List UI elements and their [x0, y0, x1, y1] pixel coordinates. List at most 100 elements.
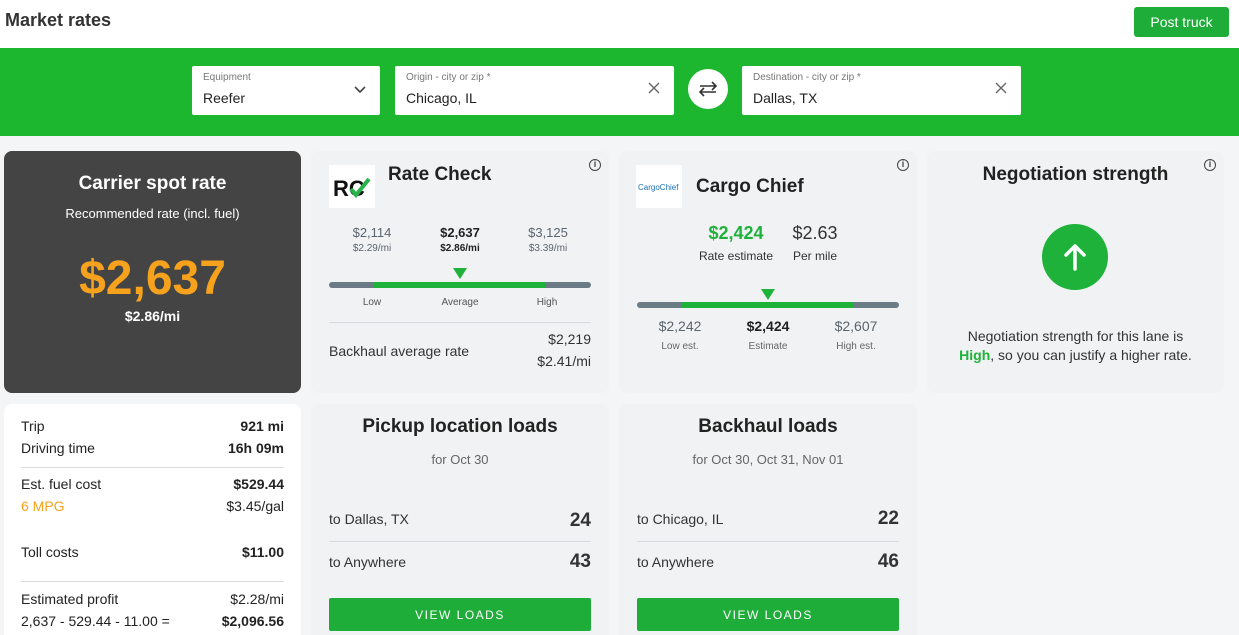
profit-value: $2,096.56	[221, 613, 284, 629]
origin-label: Origin - city or zip *	[406, 72, 491, 83]
cc-per-mile-label: Per mile	[792, 249, 837, 263]
divider	[637, 541, 899, 542]
rate-check-title: Rate Check	[388, 164, 492, 185]
pickup-loads-title: Pickup location loads	[362, 416, 558, 437]
destination-label: Destination - city or zip *	[753, 72, 861, 83]
fuel-cost-value: $529.44	[233, 476, 284, 492]
cc-high-value: $2,607	[834, 318, 878, 334]
backhaul-row-count: 22	[877, 508, 899, 529]
negotiation-level: High	[959, 347, 991, 363]
info-icon[interactable]: i	[589, 159, 601, 171]
profit-per-mile: $2.28/mi	[230, 591, 284, 607]
trip-distance: 921 mi	[240, 418, 284, 434]
cc-range-bar	[637, 302, 899, 308]
rc-avg-per-mile: $2.86/mi	[440, 243, 480, 254]
negotiation-text-before: Negotiation strength for this lane is	[967, 328, 1184, 344]
backhaul-row-dest: to Chicago, IL	[637, 511, 724, 527]
destination-field[interactable]: Destination - city or zip * Dallas, TX	[742, 66, 1021, 115]
strength-indicator	[1042, 224, 1108, 290]
divider	[21, 467, 284, 468]
negotiation-text-after: , so you can justify a higher rate.	[990, 347, 1192, 363]
negotiation-description: Negotiation strength for this lane is Hi…	[927, 327, 1224, 365]
rc-high-label: High	[536, 297, 558, 308]
cc-mid-value: $2,424	[746, 318, 790, 334]
rc-avg-label: Average	[441, 297, 479, 308]
negotiation-strength-card: Negotiation strength i Negotiation stren…	[927, 151, 1224, 393]
fuel-price-value: $3.45/gal	[226, 498, 284, 514]
estimated-profit-label: Estimated profit	[21, 591, 119, 607]
info-icon[interactable]: i	[897, 159, 909, 171]
top-bar: Market rates Post truck	[0, 0, 1239, 48]
rc-low-label: Low	[362, 297, 382, 308]
cc-low-value: $2,242	[658, 318, 702, 334]
equipment-value: Reefer	[203, 90, 246, 106]
origin-field[interactable]: Origin - city or zip * Chicago, IL	[395, 66, 674, 115]
cargo-chief-card: CargoChief Cargo Chief i $2,424 Rate est…	[619, 151, 917, 393]
backhaul-row-dest: to Anywhere	[637, 554, 715, 570]
cc-mid-label: Estimate	[748, 341, 788, 352]
origin-value[interactable]: Chicago, IL	[406, 90, 477, 106]
pickup-row-dest: to Anywhere	[329, 554, 407, 570]
pickup-view-loads-button[interactable]: VIEW LOADS	[329, 598, 591, 631]
clear-destination-icon[interactable]	[993, 82, 1009, 98]
fuel-cost-label: Est. fuel cost	[21, 476, 102, 492]
driving-time-label: Driving time	[21, 440, 95, 456]
rate-check-logo: RC	[329, 165, 375, 208]
negotiation-title: Negotiation strength	[982, 164, 1169, 185]
equipment-label: Equipment	[203, 72, 251, 83]
destination-value[interactable]: Dallas, TX	[753, 90, 818, 106]
toll-costs-value: $11.00	[241, 544, 284, 560]
rc-avg-value: $2,637	[440, 225, 480, 240]
rc-average-marker	[453, 268, 467, 279]
cc-low-label: Low est.	[661, 341, 699, 352]
mpg-value[interactable]: 6 MPG	[21, 498, 65, 514]
chevron-down-icon[interactable]	[352, 82, 368, 98]
divider	[329, 541, 591, 542]
backhaul-view-loads-button[interactable]: VIEW LOADS	[637, 598, 899, 631]
backhaul-loads-title: Backhaul loads	[698, 416, 838, 437]
cc-per-mile: $2.63	[792, 223, 838, 243]
post-truck-button[interactable]: Post truck	[1134, 7, 1229, 37]
backhaul-loads-dates: for Oct 30, Oct 31, Nov 01	[692, 452, 844, 467]
trip-details-card: Trip 921 mi Driving time 16h 09m Est. fu…	[4, 404, 301, 635]
svg-text:CargoChief: CargoChief	[638, 183, 679, 192]
cc-estimate: $2,424	[708, 223, 764, 243]
carrier-spot-rate-card: Carrier spot rate Recommended rate (incl…	[4, 151, 301, 393]
pickup-row-count: 43	[569, 551, 591, 572]
spot-rate-subtitle: Recommended rate (incl. fuel)	[65, 206, 240, 221]
equipment-select[interactable]: Equipment Reefer	[192, 66, 380, 115]
info-icon[interactable]: i	[1204, 159, 1216, 171]
trip-label: Trip	[21, 418, 45, 434]
cc-estimate-marker	[761, 289, 775, 300]
pickup-row-count: 24	[569, 510, 591, 531]
cargo-chief-title: Cargo Chief	[696, 176, 804, 197]
divider	[21, 581, 284, 582]
backhaul-average-value: $2,219	[548, 331, 591, 347]
cc-estimate-label: Rate estimate	[698, 249, 774, 263]
rc-range-bar	[329, 282, 591, 288]
toll-costs-label: Toll costs	[21, 544, 79, 560]
page-title: Market rates	[5, 10, 112, 30]
cc-high-label: High est.	[836, 341, 876, 352]
profit-formula: 2,637 - 529.44 - 11.00 =	[21, 613, 170, 629]
search-bar: Equipment Reefer Origin - city or zip * …	[0, 48, 1239, 136]
rc-low-per-mile: $2.29/mi	[352, 243, 392, 254]
arrow-up-icon	[1064, 244, 1086, 271]
backhaul-average-per-mile: $2.41/mi	[537, 353, 591, 369]
swap-locations-button[interactable]	[688, 69, 728, 109]
spot-rate-per-mile: $2.86/mi	[124, 308, 181, 324]
pickup-row-dest: to Dallas, TX	[329, 511, 409, 527]
backhaul-loads-card: Backhaul loads for Oct 30, Oct 31, Nov 0…	[619, 404, 917, 635]
pickup-loads-date: for Oct 30	[431, 452, 489, 467]
spot-rate-title: Carrier spot rate	[78, 173, 227, 194]
rate-check-card: RC Rate Check i $2,114 $2.29/mi $2,637 $…	[311, 151, 609, 393]
rc-high-per-mile: $3.39/mi	[528, 243, 568, 254]
spot-rate-amount: $2,637	[79, 252, 226, 305]
rc-low-value: $2,114	[352, 225, 392, 240]
backhaul-average-label: Backhaul average rate	[329, 343, 470, 359]
cargo-chief-logo: CargoChief	[636, 165, 682, 208]
divider	[329, 322, 591, 323]
swap-icon	[698, 81, 718, 97]
clear-origin-icon[interactable]	[646, 82, 662, 98]
driving-time-value: 16h 09m	[227, 440, 284, 456]
